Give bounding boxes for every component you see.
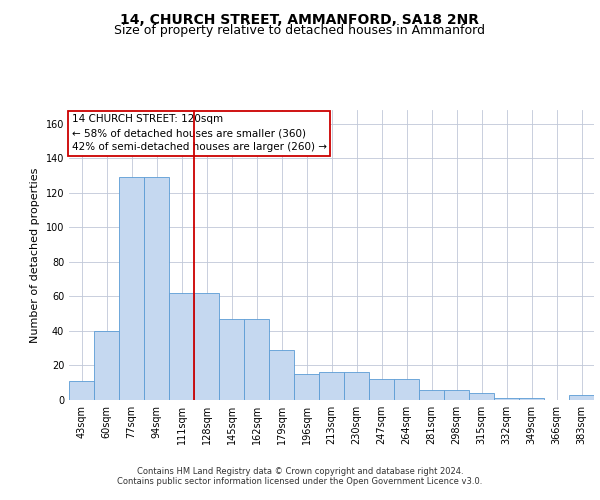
Bar — [419, 390, 444, 400]
Bar — [194, 293, 219, 400]
Bar — [269, 350, 294, 400]
Bar — [369, 380, 394, 400]
Bar — [144, 178, 169, 400]
Bar — [494, 398, 519, 400]
Bar — [94, 331, 119, 400]
Bar — [344, 372, 369, 400]
Y-axis label: Number of detached properties: Number of detached properties — [30, 168, 40, 342]
Text: Size of property relative to detached houses in Ammanford: Size of property relative to detached ho… — [115, 24, 485, 37]
Bar — [469, 393, 494, 400]
Bar — [569, 395, 594, 400]
Bar — [444, 390, 469, 400]
Bar — [169, 293, 194, 400]
Text: Contains HM Land Registry data © Crown copyright and database right 2024.: Contains HM Land Registry data © Crown c… — [137, 467, 463, 476]
Text: 14 CHURCH STREET: 120sqm
← 58% of detached houses are smaller (360)
42% of semi-: 14 CHURCH STREET: 120sqm ← 58% of detach… — [71, 114, 326, 152]
Bar — [394, 380, 419, 400]
Bar — [69, 381, 94, 400]
Bar — [519, 398, 544, 400]
Bar — [119, 178, 144, 400]
Text: Contains public sector information licensed under the Open Government Licence v3: Contains public sector information licen… — [118, 477, 482, 486]
Bar — [294, 374, 319, 400]
Bar — [319, 372, 344, 400]
Text: 14, CHURCH STREET, AMMANFORD, SA18 2NR: 14, CHURCH STREET, AMMANFORD, SA18 2NR — [121, 12, 479, 26]
Bar — [219, 319, 244, 400]
Bar — [244, 319, 269, 400]
